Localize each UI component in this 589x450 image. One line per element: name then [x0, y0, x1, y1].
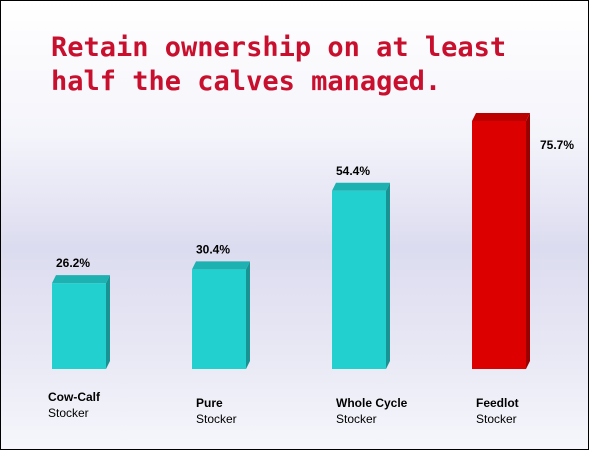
value-label: 26.2% — [56, 256, 90, 270]
x-tick-sublabel: Stocker — [196, 412, 237, 426]
value-label: 75.7% — [540, 138, 574, 152]
bar-side — [106, 275, 110, 369]
x-tick-sublabel: Stocker — [48, 406, 89, 420]
bar — [52, 283, 106, 369]
slide: Retain ownership on at least half the ca… — [0, 0, 589, 450]
bar-side — [526, 113, 530, 369]
bar-side — [246, 261, 250, 369]
bar-top — [472, 113, 530, 121]
bar-side — [386, 183, 390, 369]
bar — [192, 269, 246, 369]
x-tick-label: Whole Cycle — [336, 396, 408, 410]
value-label: 30.4% — [196, 242, 230, 256]
bar-top — [332, 183, 390, 191]
x-tick-label: Cow-Calf — [48, 390, 101, 404]
bar-top — [192, 261, 250, 269]
value-label: 54.4% — [336, 164, 370, 178]
bar-top — [52, 275, 110, 283]
x-tick-label: Feedlot — [476, 396, 519, 410]
chart: 26.2% Cow-Calf Stocker 30.4% Pure Stocker 54.4… — [1, 1, 588, 449]
x-tick-sublabel: Stocker — [336, 412, 377, 426]
x-tick-sublabel: Stocker — [476, 412, 517, 426]
x-tick-label: Pure — [196, 396, 223, 410]
bar — [332, 191, 386, 369]
bar — [472, 121, 526, 369]
